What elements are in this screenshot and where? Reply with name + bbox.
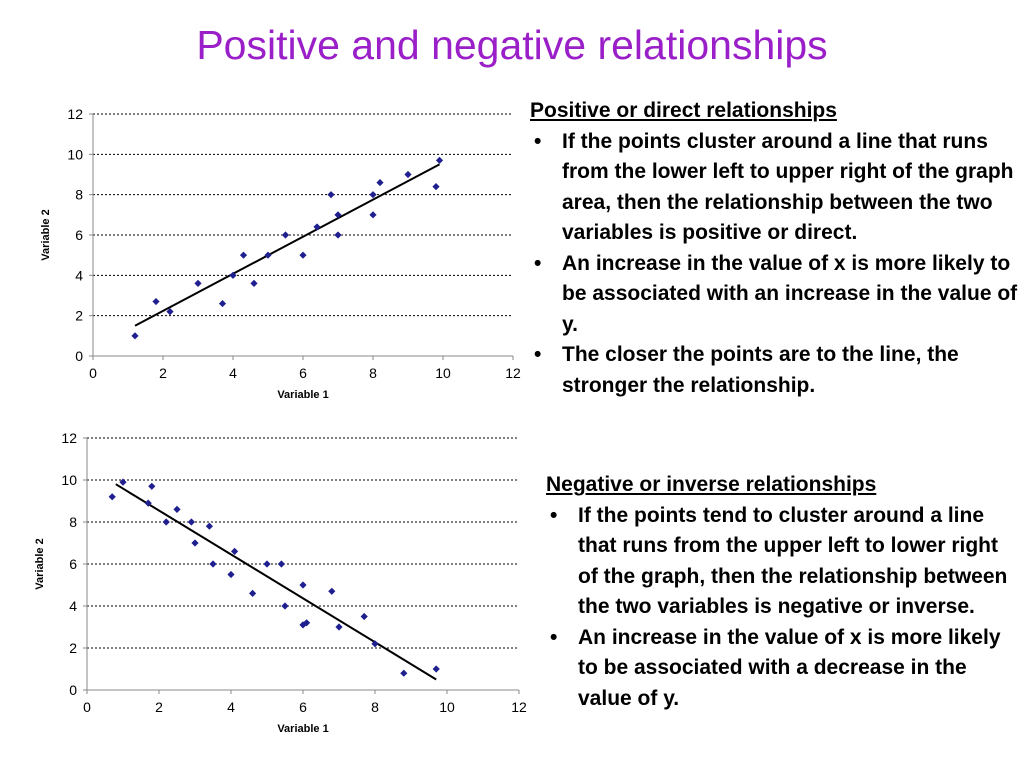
positive-relationships-panel: Positive or direct relationships • If the… [530, 96, 1020, 401]
data-point [227, 570, 235, 579]
data-point [299, 251, 307, 259]
x-tick-label: 8 [371, 699, 379, 715]
data-point [249, 589, 257, 597]
bullet-text: An increase in the value of x is more li… [562, 251, 1018, 336]
trend-line [115, 483, 437, 681]
bullet-text: If the points cluster around a line that… [562, 129, 1014, 245]
data-point [369, 191, 377, 199]
data-point [376, 178, 384, 187]
x-tick-label: 10 [435, 365, 451, 381]
data-point [334, 231, 342, 239]
data-point [264, 251, 272, 259]
data-point [400, 669, 408, 677]
y-tick-label: 2 [69, 640, 77, 656]
data-point [281, 231, 290, 239]
y-tick-label: 6 [69, 556, 77, 572]
data-point [173, 505, 181, 513]
bullet-item: • If the points cluster around a line tha… [530, 127, 1020, 249]
y-tick-label: 10 [67, 146, 83, 162]
positive-bullet-list: • If the points cluster around a line tha… [530, 127, 1020, 402]
data-point [369, 211, 377, 219]
bullet-item: • If the points tend to cluster around a … [546, 501, 1016, 623]
data-point [432, 183, 440, 191]
positive-scatter-chart: 0 2 4 6 8 10 12 0 2 4 6 8 10 12 Variable 1 Variable 2 [40, 106, 521, 401]
positive-heading: Positive or direct relationships [530, 99, 837, 122]
data-point [263, 560, 271, 568]
y-axis-label: Variable 2 [40, 209, 52, 260]
data-point [194, 279, 202, 287]
y-axis-label: Variable 2 [34, 538, 46, 589]
negative-scatter-chart: 0 2 4 6 8 10 12 0 2 4 6 8 10 12 Variable 1 Variable 2 [34, 430, 527, 735]
data-point [205, 522, 213, 530]
bullet-text: An increase in the value of x is more li… [578, 625, 1001, 710]
data-point [131, 332, 139, 340]
y-tick-label: 8 [75, 187, 83, 203]
y-tick-label: 0 [69, 682, 77, 698]
data-point [281, 602, 289, 610]
data-point [277, 560, 285, 568]
negative-heading: Negative or inverse relationships [546, 473, 877, 496]
x-tick-label: 10 [439, 699, 455, 715]
data-point [162, 518, 170, 526]
bullet-marker: • [534, 129, 542, 153]
x-tick-label: 12 [511, 699, 527, 715]
y-tick-label: 12 [67, 106, 83, 122]
x-tick-label: 4 [227, 699, 235, 715]
bullet-marker: • [550, 503, 558, 527]
data-point [187, 518, 195, 526]
bullet-item: • The closer the points are to the line, … [530, 340, 1020, 401]
data-point [335, 623, 343, 631]
x-tick-label: 12 [505, 365, 521, 381]
y-tick-label: 6 [75, 227, 83, 243]
y-tick-label: 12 [61, 430, 77, 446]
y-tick-label: 4 [69, 598, 77, 614]
negative-relationships-panel: Negative or inverse relationships • If th… [546, 470, 1016, 714]
x-axis-label: Variable 1 [277, 723, 328, 735]
x-tick-label: 4 [229, 365, 237, 381]
data-point [191, 539, 199, 547]
slide-title: Positive and negative relationships [196, 22, 828, 68]
trend-line [134, 163, 440, 327]
bullet-item: • An increase in the value of x is more l… [546, 623, 1016, 715]
bullet-text: If the points tend to cluster around a l… [578, 503, 1008, 619]
bullet-text: The closer the points are to the line, t… [562, 343, 959, 397]
x-tick-label: 0 [89, 365, 97, 381]
y-tick-label: 2 [75, 308, 83, 324]
bullet-marker: • [534, 251, 542, 275]
data-point [328, 587, 336, 595]
negative-bullet-list: • If the points tend to cluster around a … [546, 501, 1016, 715]
x-tick-label: 2 [155, 699, 163, 715]
data-point [152, 297, 160, 306]
data-point [218, 299, 227, 308]
bullet-marker: • [534, 343, 542, 366]
x-tick-label: 2 [159, 365, 167, 381]
data-point [209, 560, 217, 568]
data-point [334, 211, 342, 219]
y-tick-label: 10 [61, 472, 77, 488]
data-point [404, 170, 412, 179]
y-tick-label: 0 [75, 348, 83, 364]
data-point [250, 279, 258, 287]
y-tick-label: 4 [75, 267, 83, 283]
data-point [432, 665, 440, 673]
bullet-item: • An increase in the value of x is more l… [530, 249, 1020, 341]
data-point [299, 581, 307, 589]
data-point [360, 612, 368, 621]
x-tick-label: 6 [299, 699, 307, 715]
x-tick-label: 8 [369, 365, 377, 381]
data-point [148, 482, 156, 490]
data-point [371, 640, 379, 648]
data-point [313, 223, 321, 231]
x-tick-label: 0 [83, 699, 91, 715]
x-axis-label: Variable 1 [277, 389, 328, 401]
data-point [239, 251, 248, 259]
data-point [435, 156, 444, 164]
data-point [108, 493, 116, 501]
data-point [327, 191, 335, 199]
x-tick-label: 6 [299, 365, 307, 381]
bullet-marker: • [550, 625, 558, 649]
y-tick-label: 8 [69, 514, 77, 530]
